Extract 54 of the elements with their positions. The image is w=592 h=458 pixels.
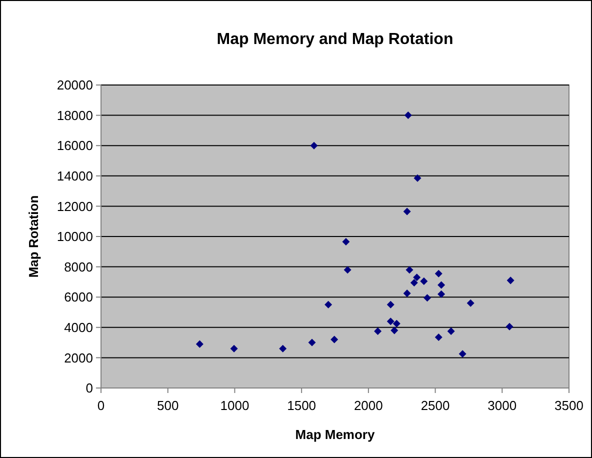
y-tick-label: 4000 xyxy=(64,320,93,335)
point xyxy=(342,238,350,246)
point xyxy=(230,344,238,352)
x-tick-label: 500 xyxy=(157,398,179,413)
point xyxy=(434,333,442,342)
point xyxy=(424,294,432,302)
point xyxy=(390,326,398,334)
point xyxy=(413,274,421,282)
point xyxy=(434,270,442,278)
point xyxy=(414,174,422,182)
x-tick-label: 0 xyxy=(97,398,105,413)
point xyxy=(392,320,400,328)
point xyxy=(344,266,352,274)
y-tick-label: 18000 xyxy=(56,108,93,123)
y-tick-label: 8000 xyxy=(64,259,93,274)
point xyxy=(308,338,316,346)
y-tick-label: 20000 xyxy=(56,78,93,93)
point xyxy=(403,290,411,298)
x-tick-label: 3000 xyxy=(488,398,517,413)
chart-title: Map Memory and Map Rotation xyxy=(216,31,454,48)
x-tick-label: 2500 xyxy=(420,398,450,413)
point xyxy=(458,350,466,358)
point xyxy=(324,300,332,308)
point xyxy=(406,266,414,274)
y-tick-label: 6000 xyxy=(64,290,93,305)
x-tick-label: 1000 xyxy=(220,398,250,413)
point xyxy=(404,112,412,120)
point xyxy=(330,336,338,344)
y-tick-label: 16000 xyxy=(56,138,93,154)
point xyxy=(374,327,382,335)
point xyxy=(386,300,394,308)
point xyxy=(403,208,411,216)
y-axis-title: Map Rotation xyxy=(26,195,41,278)
x-tick-label: 1500 xyxy=(287,398,316,413)
point xyxy=(279,344,287,352)
point xyxy=(196,340,204,348)
point xyxy=(438,290,446,298)
point xyxy=(386,318,394,326)
point xyxy=(447,327,455,335)
y-tick-label: 10000 xyxy=(56,229,93,244)
point xyxy=(466,299,474,307)
point xyxy=(506,276,514,284)
x-tick-label: 3500 xyxy=(554,398,584,413)
y-tick-label: 0 xyxy=(86,380,93,396)
point xyxy=(438,281,446,289)
point xyxy=(420,277,428,285)
point xyxy=(506,322,514,330)
x-axis-title: Map Memory xyxy=(295,427,376,442)
y-tick-label: 14000 xyxy=(56,168,93,184)
y-tick-label: 2000 xyxy=(64,350,93,366)
point xyxy=(410,278,418,286)
y-tick-label: 12000 xyxy=(56,198,93,214)
x-tick-label: 2000 xyxy=(354,398,383,413)
point xyxy=(310,142,318,150)
